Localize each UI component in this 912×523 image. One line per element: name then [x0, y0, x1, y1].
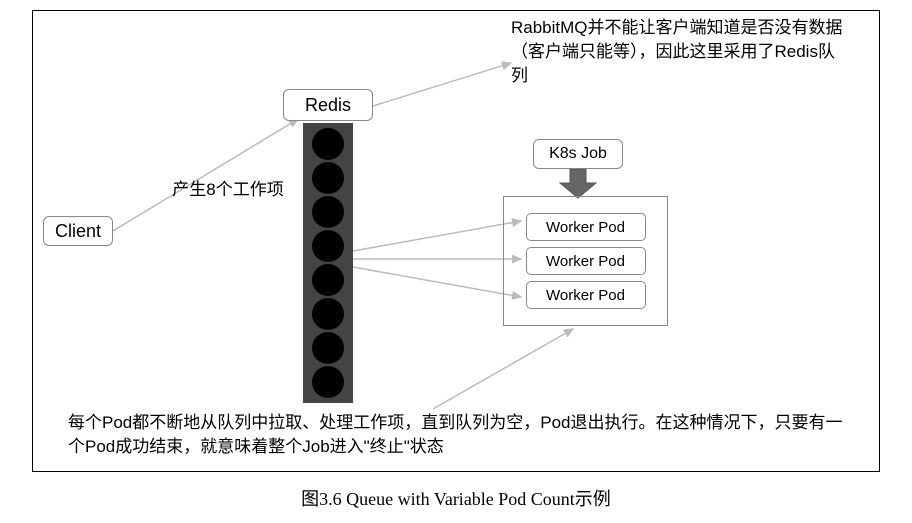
redis-queue — [303, 123, 353, 403]
line-client-redis — [113, 119, 298, 231]
line-queue-pod1 — [353, 221, 521, 251]
line-bottom-annotation — [433, 329, 573, 409]
diagram-canvas: Client Redis K8s Job Worker PodWorker Po… — [32, 10, 880, 472]
redis-node: Redis — [283, 89, 373, 121]
k8sjob-label: K8s Job — [549, 145, 607, 163]
worker-container: Worker Pod Worker Pod Worker Pod — [503, 196, 668, 326]
worker-pod: Worker Pod — [526, 281, 646, 309]
annotation-mid: 产生8个工作项 — [128, 178, 328, 202]
worker-pod: Worker Pod — [526, 213, 646, 241]
redis-label: Redis — [305, 95, 351, 116]
line-redis-annotation — [373, 63, 511, 106]
figure-caption: 图3.6 Queue with Variable Pod Count示例 — [0, 485, 912, 511]
queue-item — [312, 264, 344, 296]
client-node: Client — [43, 216, 113, 246]
worker-pod: Worker Pod — [526, 247, 646, 275]
thick-arrow-icon — [560, 169, 596, 198]
client-label: Client — [55, 221, 101, 242]
line-queue-pod3 — [353, 267, 521, 297]
queue-item — [312, 230, 344, 262]
queue-item — [312, 366, 344, 398]
queue-item — [312, 298, 344, 330]
k8sjob-node: K8s Job — [533, 139, 623, 169]
annotation-top-right: RabbitMQ并不能让客户端知道是否没有数据（客户端只能等），因此这里采用了R… — [511, 16, 851, 87]
queue-item — [312, 332, 344, 364]
queue-item — [312, 128, 344, 160]
annotation-bottom: 每个Pod都不断地从队列中拉取、处理工作项，直到队列为空，Pod退出执行。在这种… — [68, 411, 848, 459]
